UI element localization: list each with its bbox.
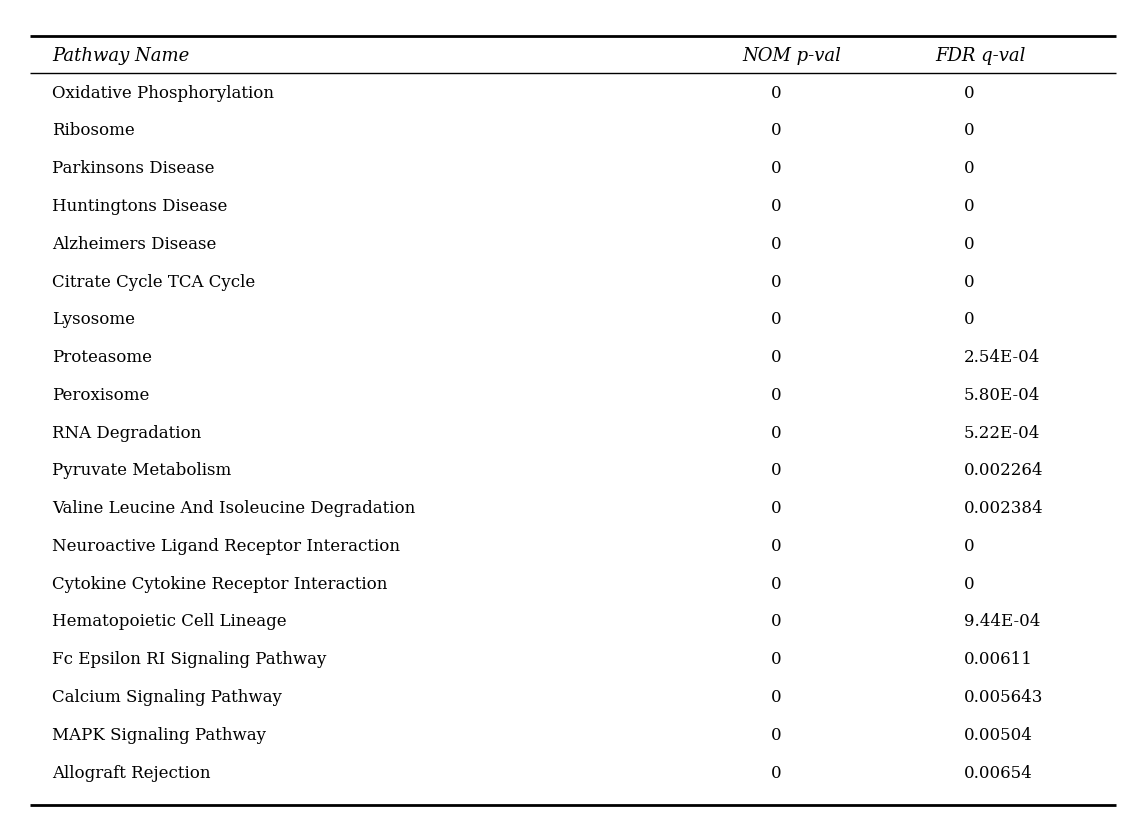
Text: Fc Epsilon RI Signaling Pathway: Fc Epsilon RI Signaling Pathway [53, 651, 327, 668]
Text: Calcium Signaling Pathway: Calcium Signaling Pathway [53, 689, 282, 706]
Text: 0: 0 [771, 500, 782, 517]
Text: 2.54E-04: 2.54E-04 [964, 349, 1039, 366]
Text: MAPK Signaling Pathway: MAPK Signaling Pathway [53, 726, 266, 744]
Text: Pyruvate Metabolism: Pyruvate Metabolism [53, 463, 231, 479]
Text: 0.00611: 0.00611 [964, 651, 1033, 668]
Text: 0.00654: 0.00654 [964, 765, 1033, 782]
Text: 9.44E-04: 9.44E-04 [964, 614, 1039, 630]
Text: 0: 0 [771, 311, 782, 328]
Text: Citrate Cycle TCA Cycle: Citrate Cycle TCA Cycle [53, 274, 256, 291]
Text: Parkinsons Disease: Parkinsons Disease [53, 160, 214, 177]
Text: Proteasome: Proteasome [53, 349, 152, 366]
Text: 0: 0 [964, 311, 974, 328]
Text: 0: 0 [771, 235, 782, 253]
Text: 0: 0 [771, 538, 782, 555]
Text: Alzheimers Disease: Alzheimers Disease [53, 235, 217, 253]
Text: Allograft Rejection: Allograft Rejection [53, 765, 211, 782]
Text: 0: 0 [771, 614, 782, 630]
Text: 0.005643: 0.005643 [964, 689, 1043, 706]
Text: Oxidative Phosphorylation: Oxidative Phosphorylation [53, 84, 274, 102]
Text: 0: 0 [771, 651, 782, 668]
Text: Ribosome: Ribosome [53, 123, 135, 139]
Text: Peroxisome: Peroxisome [53, 387, 150, 404]
Text: 0.00504: 0.00504 [964, 726, 1033, 744]
Text: Lysosome: Lysosome [53, 311, 135, 328]
Text: 0: 0 [964, 160, 974, 177]
Text: FDR q-val: FDR q-val [935, 48, 1026, 65]
Text: 0: 0 [771, 160, 782, 177]
Text: 5.22E-04: 5.22E-04 [964, 425, 1039, 442]
Text: 0.002384: 0.002384 [964, 500, 1043, 517]
Text: 0: 0 [771, 463, 782, 479]
Text: 5.80E-04: 5.80E-04 [964, 387, 1039, 404]
Text: 0: 0 [771, 123, 782, 139]
Text: 0: 0 [964, 84, 974, 102]
Text: 0.002264: 0.002264 [964, 463, 1043, 479]
Text: Valine Leucine And Isoleucine Degradation: Valine Leucine And Isoleucine Degradatio… [53, 500, 416, 517]
Text: 0: 0 [771, 575, 782, 593]
Text: Pathway Name: Pathway Name [53, 48, 189, 65]
Text: NOM p-val: NOM p-val [743, 48, 841, 65]
Text: Neuroactive Ligand Receptor Interaction: Neuroactive Ligand Receptor Interaction [53, 538, 400, 555]
Text: 0: 0 [771, 765, 782, 782]
Text: Hematopoietic Cell Lineage: Hematopoietic Cell Lineage [53, 614, 286, 630]
Text: 0: 0 [771, 274, 782, 291]
Text: 0: 0 [771, 689, 782, 706]
Text: 0: 0 [771, 349, 782, 366]
Text: 0: 0 [771, 387, 782, 404]
Text: 0: 0 [771, 198, 782, 215]
Text: Huntingtons Disease: Huntingtons Disease [53, 198, 228, 215]
Text: 0: 0 [771, 84, 782, 102]
Text: Cytokine Cytokine Receptor Interaction: Cytokine Cytokine Receptor Interaction [53, 575, 387, 593]
Text: 0: 0 [771, 425, 782, 442]
Text: RNA Degradation: RNA Degradation [53, 425, 202, 442]
Text: 0: 0 [964, 575, 974, 593]
Text: 0: 0 [964, 538, 974, 555]
Text: 0: 0 [771, 726, 782, 744]
Text: 0: 0 [964, 274, 974, 291]
Text: 0: 0 [964, 123, 974, 139]
Text: 0: 0 [964, 235, 974, 253]
Text: 0: 0 [964, 198, 974, 215]
